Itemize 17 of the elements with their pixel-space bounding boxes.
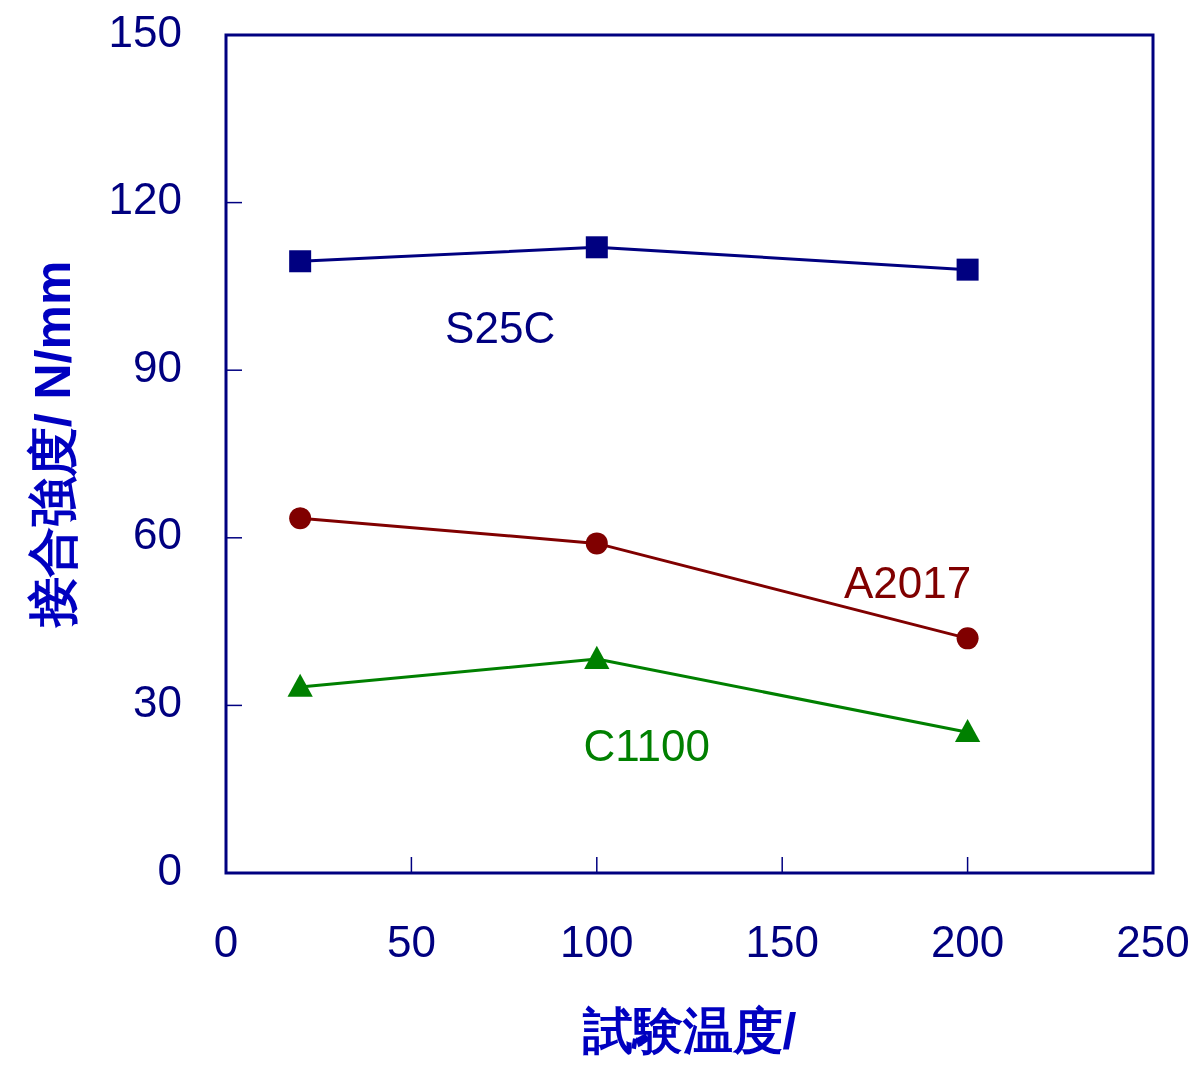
x-tick-label: 0 [213,917,239,966]
y-tick-label: 120 [108,174,182,224]
y-tick-label: 150 [108,6,182,56]
series-label: S25C [445,302,556,352]
y-tick-label: 60 [133,509,182,559]
x-axis-title: 試験温度/ [581,1003,797,1059]
y-tick-label: 0 [157,844,182,894]
y-tick-label: 90 [133,341,182,391]
series-label: A2017 [843,557,972,607]
x-tick-label: 150 [745,917,819,966]
y-tick-label: 30 [133,677,182,727]
x-tick-label: 250 [1116,917,1190,966]
x-tick-label: 200 [930,917,1005,966]
y-axis-title: 接合強度/ N/mm [25,260,81,630]
x-tick-label: 50 [386,917,436,966]
x-tick-label: 100 [560,917,634,966]
series-label: C1100 [583,720,710,770]
